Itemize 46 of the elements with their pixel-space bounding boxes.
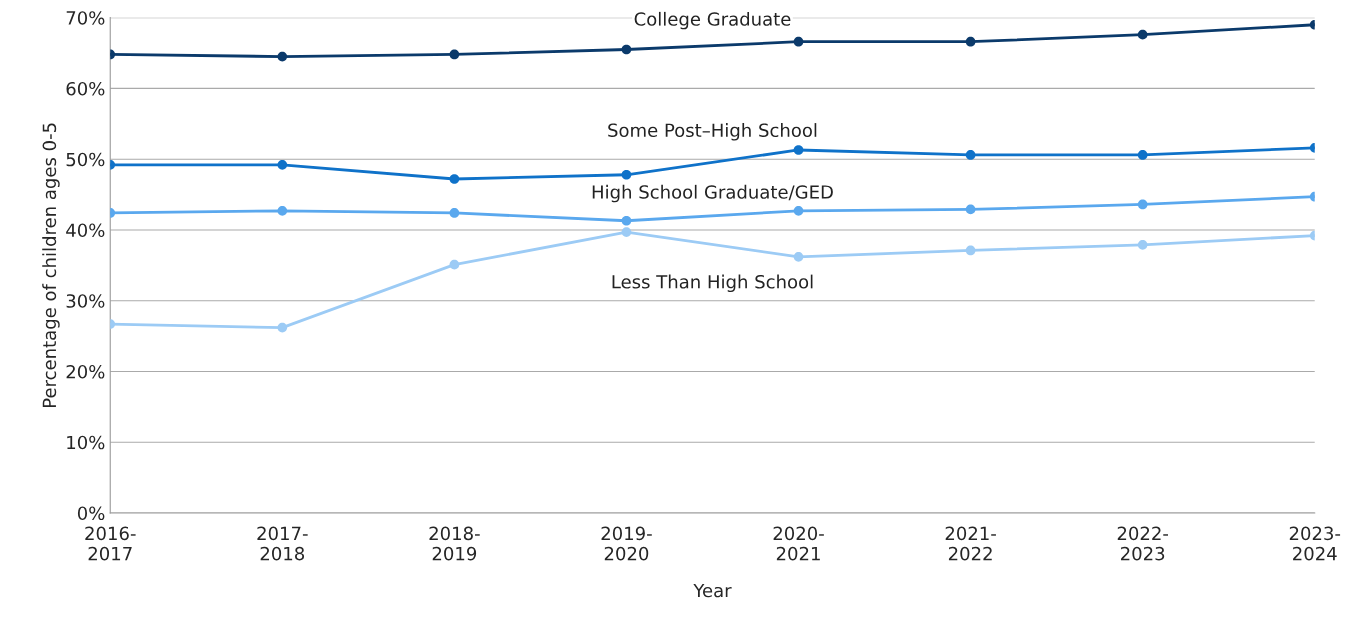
point bbox=[277, 205, 288, 216]
point bbox=[965, 245, 976, 256]
point bbox=[793, 36, 804, 47]
series-label: College Graduate bbox=[634, 11, 791, 30]
point bbox=[965, 204, 976, 215]
point bbox=[449, 259, 460, 270]
point bbox=[621, 227, 632, 237]
x-axis-title: Year bbox=[693, 583, 732, 598]
point bbox=[277, 159, 288, 170]
point bbox=[621, 44, 632, 55]
x-tick-label: 2022- 2023 bbox=[1117, 526, 1169, 561]
series-label: Some Post–High School bbox=[608, 123, 817, 141]
y-tick-label: 50% bbox=[66, 152, 105, 167]
point bbox=[449, 49, 460, 60]
point bbox=[1137, 199, 1148, 210]
point bbox=[793, 205, 804, 216]
point bbox=[965, 150, 976, 160]
x-tick-label: 2021- 2022 bbox=[945, 526, 996, 561]
y-tick-label: 60% bbox=[66, 81, 105, 96]
point bbox=[965, 36, 976, 47]
series-label: High School Graduate/GED bbox=[592, 184, 833, 203]
x-tick-label: 2020- 2021 bbox=[773, 526, 824, 561]
y-tick-label: 30% bbox=[66, 294, 105, 308]
point bbox=[277, 51, 288, 62]
point bbox=[793, 145, 804, 155]
series-label: Less Than High School bbox=[612, 274, 813, 293]
point bbox=[621, 215, 632, 226]
point bbox=[1137, 150, 1148, 160]
point bbox=[1137, 29, 1148, 40]
y-tick-label: 70% bbox=[66, 11, 105, 25]
point bbox=[277, 322, 288, 333]
point bbox=[449, 174, 460, 184]
x-tick-label: 2018- 2019 bbox=[429, 526, 480, 561]
y-axis-title: Percentage of children ages 0-5 bbox=[42, 123, 60, 407]
x-tick-label: 2017- 2018 bbox=[257, 526, 308, 561]
y-tick-label: 20% bbox=[66, 364, 105, 379]
y-tick-label: 10% bbox=[67, 435, 105, 450]
point bbox=[621, 169, 632, 180]
point bbox=[449, 208, 460, 218]
point bbox=[793, 251, 804, 262]
y-tick-label: 40% bbox=[66, 223, 105, 238]
x-tick-label: 2016- 2017 bbox=[85, 526, 136, 561]
x-tick-label: 2023- 2024 bbox=[1289, 526, 1341, 561]
point bbox=[1137, 239, 1148, 250]
x-tick-label: 2019- 2020 bbox=[601, 526, 652, 561]
y-tick-label: 0% bbox=[77, 506, 105, 521]
